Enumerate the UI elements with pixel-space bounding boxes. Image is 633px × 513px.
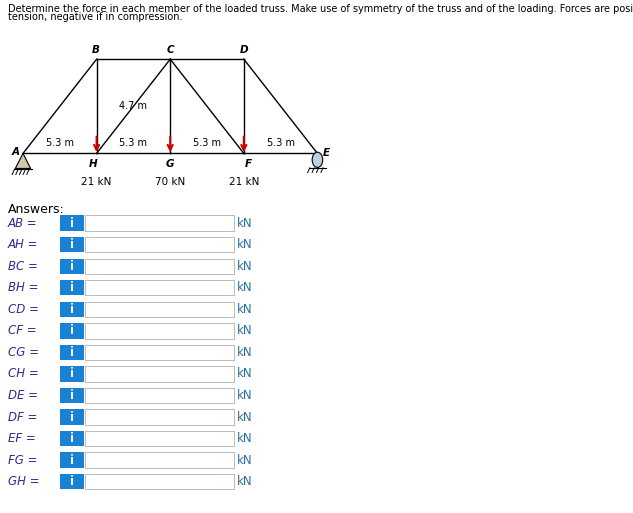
Text: BC =: BC = [8, 260, 37, 273]
Text: kN: kN [237, 367, 253, 381]
Text: Determine the force in each member of the loaded truss. Make use of symmetry of : Determine the force in each member of th… [8, 4, 633, 13]
Text: i: i [70, 410, 74, 424]
Text: i: i [70, 238, 74, 251]
Text: i: i [70, 216, 74, 230]
Text: CF =: CF = [8, 324, 36, 338]
Text: kN: kN [237, 432, 253, 445]
Text: i: i [70, 475, 74, 488]
Text: GH =: GH = [8, 475, 39, 488]
Text: kN: kN [237, 453, 253, 467]
Text: kN: kN [237, 281, 253, 294]
Text: kN: kN [237, 260, 253, 273]
Text: i: i [70, 367, 74, 381]
Text: CH =: CH = [8, 367, 39, 381]
Text: G: G [166, 160, 175, 169]
Text: kN: kN [237, 389, 253, 402]
Text: i: i [70, 324, 74, 338]
Text: D: D [239, 45, 248, 55]
Text: Answers:: Answers: [8, 203, 65, 215]
Text: EF =: EF = [8, 432, 35, 445]
Text: kN: kN [237, 216, 253, 230]
Text: i: i [70, 303, 74, 316]
Text: 21 kN: 21 kN [229, 177, 259, 187]
Text: 5.3 m: 5.3 m [46, 138, 74, 148]
Text: kN: kN [237, 324, 253, 338]
Text: 70 kN: 70 kN [155, 177, 185, 187]
Text: H: H [89, 160, 97, 169]
Text: kN: kN [237, 238, 253, 251]
Text: B: B [92, 45, 100, 55]
Text: E: E [323, 148, 330, 159]
Polygon shape [15, 153, 30, 168]
Text: CG =: CG = [8, 346, 39, 359]
Text: i: i [70, 389, 74, 402]
Text: i: i [70, 432, 74, 445]
Text: FG =: FG = [8, 453, 37, 467]
Text: DF =: DF = [8, 410, 37, 424]
Text: i: i [70, 281, 74, 294]
Text: F: F [244, 160, 251, 169]
Text: kN: kN [237, 346, 253, 359]
Text: kN: kN [237, 303, 253, 316]
Text: AH =: AH = [8, 238, 38, 251]
Text: 21 kN: 21 kN [82, 177, 112, 187]
Text: AB =: AB = [8, 216, 37, 230]
Text: C: C [166, 45, 174, 55]
Text: i: i [70, 453, 74, 467]
Text: 5.3 m: 5.3 m [120, 138, 147, 148]
Text: 5.3 m: 5.3 m [266, 138, 294, 148]
Text: DE =: DE = [8, 389, 37, 402]
Text: 4.7 m: 4.7 m [119, 101, 147, 111]
Text: kN: kN [237, 475, 253, 488]
Text: i: i [70, 346, 74, 359]
Text: A: A [11, 147, 20, 157]
Text: 5.3 m: 5.3 m [193, 138, 221, 148]
Text: i: i [70, 260, 74, 273]
Circle shape [312, 152, 323, 167]
Text: tension, negative if in compression.: tension, negative if in compression. [8, 12, 182, 22]
Text: CD =: CD = [8, 303, 39, 316]
Text: kN: kN [237, 410, 253, 424]
Text: BH =: BH = [8, 281, 38, 294]
